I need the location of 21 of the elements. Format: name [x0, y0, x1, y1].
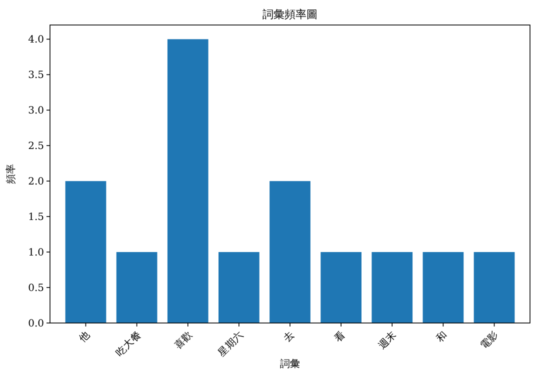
x-tick-label: 他 [76, 329, 92, 345]
y-tick-label: 3.5 [28, 70, 44, 82]
x-tick-label: 去 [281, 329, 297, 345]
y-tick-label: 2.0 [28, 176, 44, 188]
x-tick-label: 週末 [376, 329, 399, 352]
x-tick-label: 吃大餐 [114, 329, 144, 359]
x-tick-label: 星期六 [216, 329, 246, 359]
y-tick-label: 4.0 [28, 34, 44, 46]
y-tick-label: 2.5 [28, 141, 44, 152]
chart-title: 詞彙頻率圖 [262, 8, 318, 21]
x-tick-label: 看 [332, 329, 348, 345]
x-tick-label: 電影 [478, 329, 501, 352]
y-tick-label: 0.0 [28, 318, 44, 330]
y-tick-label: 1.5 [28, 212, 44, 224]
y-axis-title: 頻率 [5, 164, 17, 184]
y-tick-label: 1.0 [28, 248, 44, 259]
y-tick-label: 0.5 [28, 283, 44, 294]
y-tick-label: 3.0 [28, 106, 44, 117]
x-tick-label: 喜歡 [172, 329, 195, 352]
x-axis-title: 詞彙 [280, 358, 300, 370]
x-tick-label: 和 [434, 329, 450, 345]
